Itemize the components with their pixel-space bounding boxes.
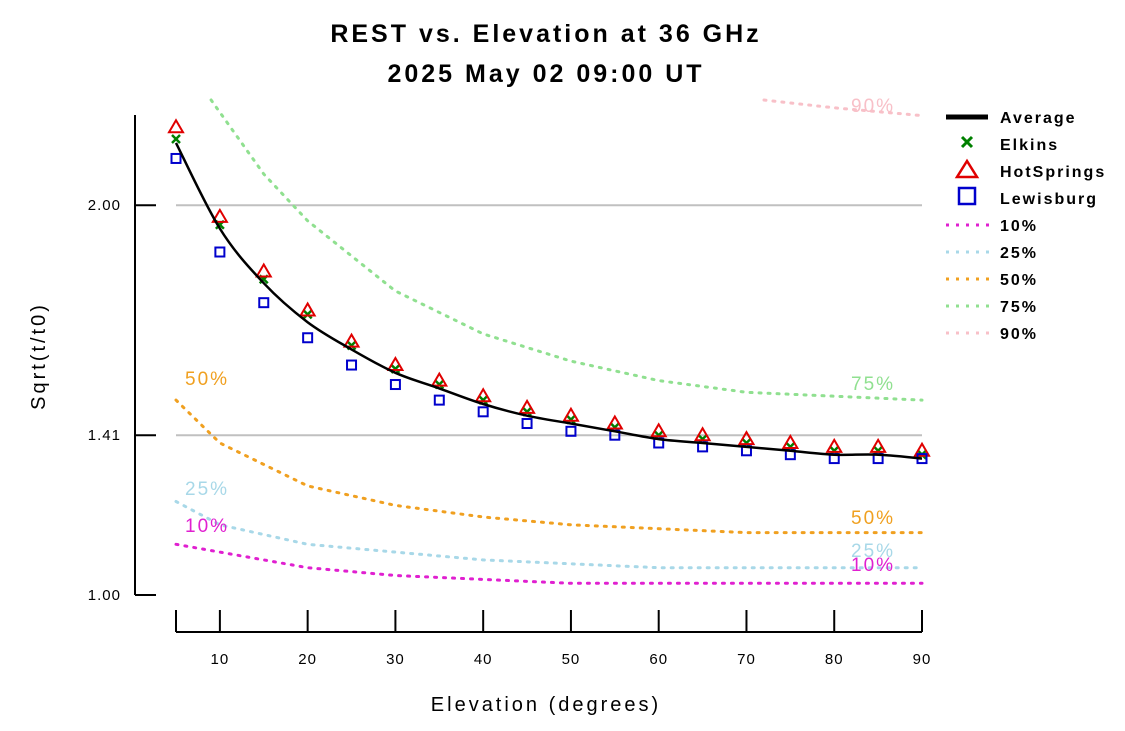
legend-label: Elkins (1000, 137, 1059, 154)
hotsprings-point (606, 414, 624, 430)
x-axis-label: Elevation (degrees) (431, 694, 661, 716)
hotsprings-point (869, 437, 887, 453)
x-tick-label: 40 (474, 651, 493, 668)
legend-item-percentile: 10% (946, 218, 1038, 235)
legend-item-percentile: 90% (946, 326, 1038, 343)
legend-item-elkins: Elkins (960, 135, 1059, 154)
lewisburg-point (170, 152, 182, 164)
average-line (174, 142, 923, 460)
elkins-point (171, 134, 181, 144)
gridlines (176, 204, 922, 437)
legend-swatch (954, 158, 980, 179)
x-tick-label: 90 (913, 651, 932, 668)
legend: Average Elkins HotSprings Lewisburg 10% 25% 50… (946, 110, 1106, 343)
hotsprings-point (825, 437, 843, 453)
hotsprings-point (649, 422, 668, 438)
hotsprings-point (474, 387, 492, 403)
legend-item-hotsprings: HotSprings (954, 158, 1106, 181)
curve-label: 25% (185, 479, 229, 500)
x-tick-label: 30 (386, 651, 405, 668)
percentile-curve-2 (174, 398, 924, 535)
axes: 1.00 1.41 2.00 10 20 30 40 50 60 70 80 90 (88, 115, 932, 668)
legend-label: 90% (1000, 326, 1038, 343)
curve-label: 50% (851, 508, 895, 529)
hotsprings-point (693, 426, 712, 442)
legend-item-percentile: 25% (946, 245, 1038, 262)
percentile-curve-0 (174, 542, 924, 585)
chart-title: REST vs. Elevation at 36 GHz (330, 20, 761, 48)
chart-subtitle: 2025 May 02 09:00 UT (387, 60, 704, 88)
hotsprings-point (737, 430, 756, 446)
lewisburg-point (346, 359, 358, 371)
hotsprings-point (913, 441, 931, 457)
legend-label: 75% (1000, 299, 1038, 316)
lewisburg-point (477, 406, 489, 418)
x-tick-label: 50 (562, 651, 581, 668)
percentile-curves: 10%25%50%10%25%50%75%90% (174, 96, 924, 585)
percentile-curve-4 (762, 98, 924, 118)
y-axis-label: Sqrt(t/t0) (28, 302, 50, 410)
lewisburg-point (433, 394, 445, 406)
hotsprings-point (342, 332, 361, 348)
y-tick-label: 1.00 (88, 587, 121, 604)
elkins-point (302, 309, 313, 320)
legend-label: Lewisburg (1000, 191, 1098, 208)
lewisburg-point (214, 246, 226, 258)
marker-stroke (302, 309, 313, 320)
percentile-curve-1 (174, 500, 924, 570)
hotsprings-point (386, 356, 405, 372)
legend-swatch (957, 186, 977, 206)
lewisburg-point (302, 332, 314, 344)
x-tick-label: 70 (737, 651, 756, 668)
x-tick-label: 20 (298, 651, 317, 668)
hotsprings-point (562, 406, 580, 422)
y-tick-label: 1.41 (88, 427, 121, 444)
curve-label: 90% (851, 96, 895, 117)
lewisburg-point (565, 425, 577, 437)
hotsprings-point (518, 398, 536, 414)
curve-label: 50% (185, 369, 229, 390)
hotsprings-point (167, 118, 185, 134)
x-tick-label: 10 (211, 651, 230, 668)
curve-label: 75% (851, 374, 895, 395)
data-series (167, 118, 931, 465)
lewisburg-point (389, 379, 401, 391)
legend-item-average: Average (946, 110, 1077, 127)
hotsprings-point (298, 301, 317, 317)
hotsprings-point (211, 207, 229, 223)
y-tick-label: 2.00 (88, 197, 121, 214)
curve-label: 25% (851, 541, 895, 562)
hotsprings-point (430, 371, 449, 387)
legend-item-percentile: 75% (946, 299, 1038, 316)
marker-stroke (960, 135, 974, 149)
curve-label: 10% (185, 516, 229, 537)
x-tick-label: 60 (649, 651, 668, 668)
legend-swatch (960, 135, 974, 149)
x-tick-label: 80 (825, 651, 844, 668)
lewisburg-point (258, 297, 270, 309)
legend-label: 25% (1000, 245, 1038, 262)
legend-item-lewisburg: Lewisburg (957, 186, 1098, 208)
hotsprings-point (255, 262, 273, 278)
curve-label: 10% (851, 555, 895, 576)
hotsprings-point (781, 434, 800, 449)
marker-stroke (171, 134, 181, 144)
percentile-curve-3 (209, 98, 924, 402)
legend-label: 10% (1000, 218, 1038, 235)
legend-label: Average (1000, 110, 1077, 127)
legend-label: HotSprings (1000, 164, 1106, 181)
legend-label: 50% (1000, 272, 1038, 289)
lewisburg-point (521, 418, 533, 430)
legend-item-percentile: 50% (946, 272, 1038, 289)
